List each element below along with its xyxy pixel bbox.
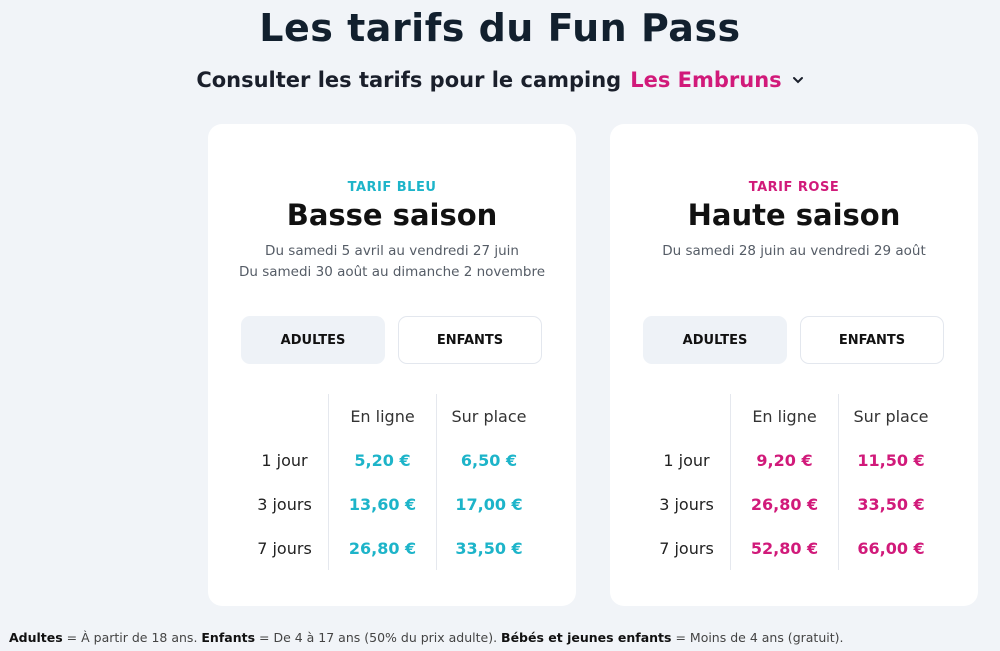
season-dates: Du samedi 5 avril au vendredi 27 juin Du… xyxy=(208,241,576,283)
table-row: 3 jours 26,80 € 33,50 € xyxy=(643,482,943,526)
footnote-children-text: = De 4 à 17 ans (50% du prix adulte). xyxy=(255,630,502,645)
price-table: En ligne Sur place 1 jour 9,20 € 11,50 €… xyxy=(643,394,943,570)
page-title: Les tarifs du Fun Pass xyxy=(259,6,741,50)
table-row: 7 jours 26,80 € 33,50 € xyxy=(241,526,541,570)
price-online: 9,20 € xyxy=(756,450,813,470)
age-footnote: Adultes = À partir de 18 ans. Enfants = … xyxy=(9,630,843,645)
tab-adults[interactable]: ADULTES xyxy=(643,316,787,364)
price-onsite: 66,00 € xyxy=(857,538,925,558)
footnote-children-label: Enfants xyxy=(201,630,256,645)
pricing-card-high-season: TARIF ROSE Haute saison Du samedi 28 jui… xyxy=(610,124,978,606)
price-onsite: 17,00 € xyxy=(455,494,523,514)
price-table: En ligne Sur place 1 jour 5,20 € 6,50 € … xyxy=(241,394,541,570)
tab-children[interactable]: ENFANTS xyxy=(398,316,542,364)
price-online: 26,80 € xyxy=(750,494,819,514)
price-online: 26,80 € xyxy=(348,538,417,558)
column-header-onsite: Sur place xyxy=(436,394,541,438)
camping-selector-row: Consulter les tarifs pour le camping Les… xyxy=(0,68,1000,92)
table-row: 1 jour 9,20 € 11,50 € xyxy=(643,438,943,482)
duration-label: 3 jours xyxy=(659,494,714,514)
date-range: Du samedi 5 avril au vendredi 27 juin xyxy=(265,243,519,259)
audience-tabs: ADULTES ENFANTS xyxy=(643,316,944,364)
footnote-adults-label: Adultes xyxy=(9,630,63,645)
duration-label: 3 jours xyxy=(257,494,312,514)
pricing-card-low-season: TARIF BLEU Basse saison Du samedi 5 avri… xyxy=(208,124,576,606)
table-row: 1 jour 5,20 € 6,50 € xyxy=(241,438,541,482)
season-dates: Du samedi 28 juin au vendredi 29 août xyxy=(610,241,978,262)
price-online: 52,80 € xyxy=(750,538,819,558)
column-header-online: En ligne xyxy=(730,394,838,438)
camping-name: Les Embruns xyxy=(630,68,782,92)
duration-label: 1 jour xyxy=(663,450,710,470)
price-table-header: En ligne Sur place xyxy=(643,394,943,438)
duration-label: 1 jour xyxy=(261,450,308,470)
column-header-onsite: Sur place xyxy=(838,394,943,438)
duration-label: 7 jours xyxy=(257,538,312,558)
column-header-online: En ligne xyxy=(328,394,436,438)
price-online: 5,20 € xyxy=(354,450,411,470)
price-onsite: 33,50 € xyxy=(857,494,925,514)
price-table-header: En ligne Sur place xyxy=(241,394,541,438)
table-row: 3 jours 13,60 € 17,00 € xyxy=(241,482,541,526)
price-onsite: 11,50 € xyxy=(857,450,925,470)
season-title: Haute saison xyxy=(687,198,901,232)
tab-children[interactable]: ENFANTS xyxy=(800,316,944,364)
tier-label: TARIF ROSE xyxy=(748,180,840,195)
audience-tabs: ADULTES ENFANTS xyxy=(241,316,542,364)
tab-adults[interactable]: ADULTES xyxy=(241,316,385,364)
chevron-down-icon xyxy=(792,77,803,84)
date-range: Du samedi 28 juin au vendredi 29 août xyxy=(662,243,926,259)
tier-label: TARIF BLEU xyxy=(347,180,437,195)
footnote-adults-text: = À partir de 18 ans. xyxy=(62,630,202,645)
price-onsite: 33,50 € xyxy=(455,538,523,558)
camping-dropdown[interactable]: Les Embruns xyxy=(630,68,803,92)
subtitle-prefix: Consulter les tarifs pour le camping xyxy=(196,68,622,92)
price-online: 13,60 € xyxy=(348,494,417,514)
season-title: Basse saison xyxy=(286,198,498,232)
table-row: 7 jours 52,80 € 66,00 € xyxy=(643,526,943,570)
footnote-babies-text: = Moins de 4 ans (gratuit). xyxy=(671,630,844,645)
footnote-babies-label: Bébés et jeunes enfants xyxy=(501,630,672,645)
price-onsite: 6,50 € xyxy=(460,450,518,470)
date-range: Du samedi 30 août au dimanche 2 novembre xyxy=(238,264,546,280)
duration-label: 7 jours xyxy=(659,538,714,558)
